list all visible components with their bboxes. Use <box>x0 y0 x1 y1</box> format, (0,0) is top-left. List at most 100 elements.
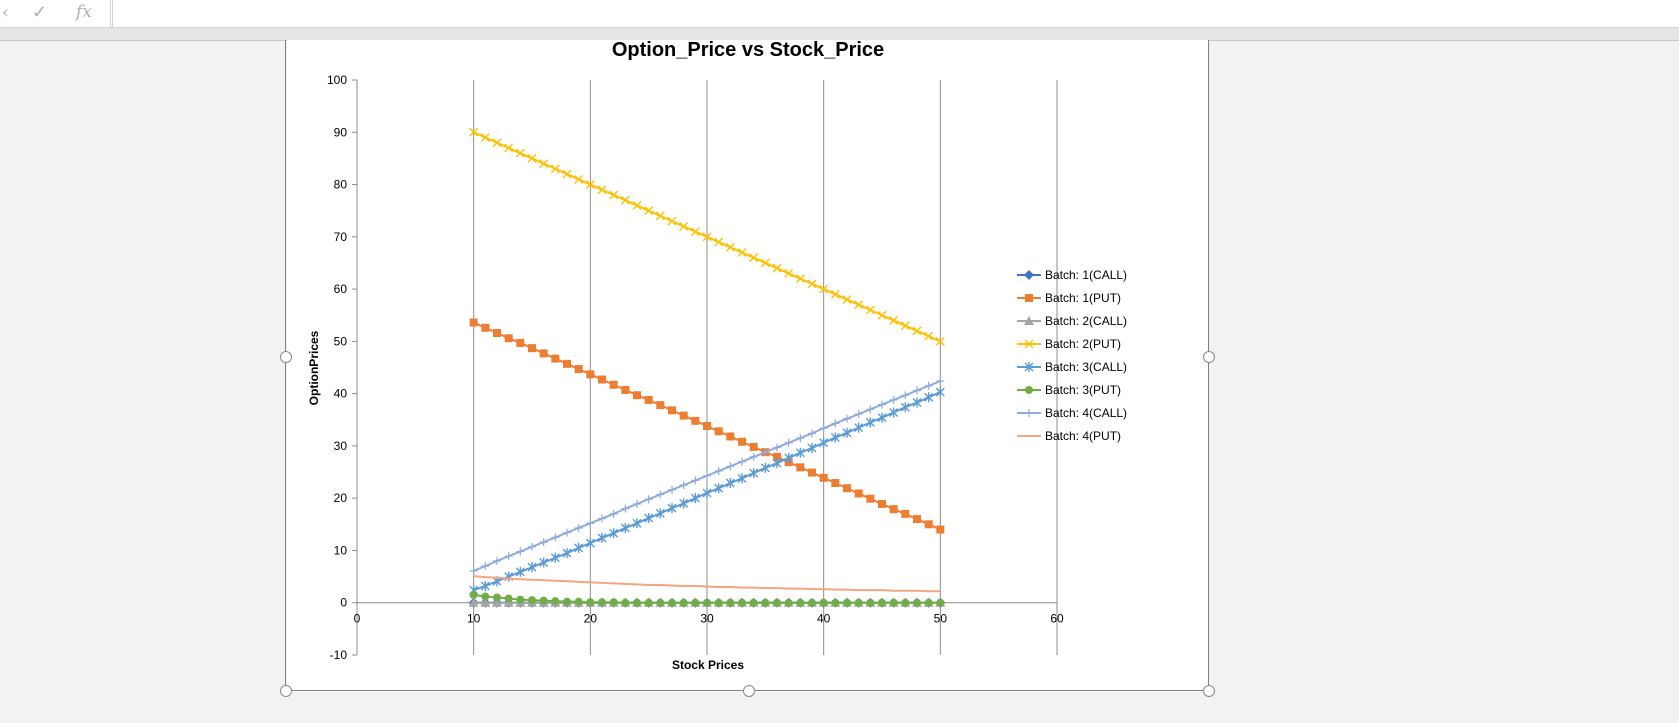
series-6[interactable] <box>469 590 945 607</box>
data-point <box>492 597 502 607</box>
data-point <box>819 598 828 607</box>
data-point <box>539 159 549 169</box>
series-4[interactable] <box>469 127 945 346</box>
formula-bar: ‹ ✓ fx <box>0 0 1679 28</box>
data-point <box>609 509 618 518</box>
data-point <box>644 513 654 524</box>
series-5[interactable] <box>469 387 945 596</box>
data-point <box>609 380 618 389</box>
data-point <box>842 427 852 438</box>
resize-handle-bottom-right[interactable] <box>1203 685 1215 697</box>
data-point <box>620 195 630 205</box>
data-point <box>515 148 525 158</box>
data-point <box>866 598 875 607</box>
data-point <box>504 334 513 343</box>
data-point <box>528 596 536 605</box>
chart-title[interactable]: Option_Price vs Stock_Price <box>612 40 884 61</box>
data-point <box>726 598 735 607</box>
data-point <box>854 410 863 419</box>
data-point <box>574 365 583 374</box>
data-point <box>773 452 781 461</box>
y-axis-title[interactable]: OptionPrices <box>307 330 321 405</box>
data-point <box>901 509 910 518</box>
axes: -10 0 10 20 30 40 50 60 70 80 90 100 0 10 20 30 40 50 60 <box>327 73 1064 662</box>
data-point <box>889 315 899 325</box>
data-point <box>585 538 595 549</box>
legend-entry[interactable]: Batch: 3(PUT) <box>1017 383 1121 397</box>
data-point <box>865 305 875 315</box>
data-point <box>831 419 840 428</box>
legend-entry[interactable]: Batch: 2(CALL) <box>1017 314 1127 328</box>
legend-marker <box>1025 409 1033 417</box>
x-axis-title[interactable]: Stock Prices <box>672 658 744 672</box>
data-point <box>749 253 759 263</box>
data-point <box>866 494 875 503</box>
data-point <box>480 581 490 591</box>
data-point <box>726 432 735 441</box>
x-tick-label: 10 <box>467 612 481 626</box>
data-point <box>667 503 677 514</box>
data-point <box>504 143 514 153</box>
data-point <box>551 533 560 542</box>
series-8[interactable] <box>473 575 941 593</box>
data-point <box>621 385 630 394</box>
data-point <box>620 522 630 533</box>
legend-entry[interactable]: Batch: 4(CALL) <box>1017 406 1127 420</box>
data-point <box>702 232 712 242</box>
fx-icon[interactable]: fx <box>76 2 92 22</box>
data-point <box>609 598 618 607</box>
data-point <box>901 391 910 400</box>
series-7[interactable] <box>469 377 945 575</box>
formula-bar-buttons: ‹ ✓ fx <box>0 0 111 27</box>
legend-entry[interactable]: Batch: 3(CALL) <box>1017 360 1127 374</box>
selection-border-left <box>285 40 286 690</box>
x-tick-label: 20 <box>584 612 598 626</box>
data-point <box>924 331 934 341</box>
resize-handle-bottom[interactable] <box>743 685 755 697</box>
data-point <box>528 542 536 551</box>
y-tick-label: 100 <box>327 73 347 87</box>
data-point <box>644 395 653 404</box>
resize-handle-left[interactable] <box>280 351 292 363</box>
data-point <box>830 289 840 299</box>
resize-handle-bottom-left[interactable] <box>280 685 292 697</box>
data-point <box>504 571 514 582</box>
data-point <box>563 528 571 537</box>
data-point <box>877 412 887 423</box>
data-point <box>808 468 816 477</box>
data-point <box>621 504 630 513</box>
data-point <box>889 395 898 404</box>
data-point <box>725 242 735 252</box>
data-point <box>714 598 723 607</box>
legend-entry[interactable]: Batch: 1(PUT) <box>1017 291 1121 305</box>
data-point <box>644 495 653 504</box>
y-tick-label: 80 <box>334 178 348 192</box>
legend-entry[interactable]: Batch: 4(PUT) <box>1017 429 1121 443</box>
chart-area[interactable]: -10 0 10 20 30 40 50 60 70 80 90 100 0 10 20 30 40 50 60 B… <box>287 40 1209 692</box>
data-point <box>784 268 794 278</box>
series-2[interactable] <box>469 318 945 534</box>
data-point <box>656 598 665 607</box>
data-point <box>656 401 665 410</box>
x-tick-label: 60 <box>1050 612 1064 626</box>
checkmark-icon[interactable]: ✓ <box>32 2 48 23</box>
legend[interactable]: Batch: 1(CALL) Batch: 1(PUT) Batch: 2(CALL… <box>1017 268 1127 443</box>
data-point <box>493 329 501 337</box>
legend-marker <box>1024 316 1034 325</box>
data-point <box>738 457 746 466</box>
data-point <box>703 422 711 431</box>
resize-handle-right[interactable] <box>1203 351 1215 363</box>
data-point <box>843 414 851 423</box>
legend-entry[interactable]: Batch: 1(CALL) <box>1017 268 1127 282</box>
data-point <box>912 397 922 408</box>
data-point <box>796 598 805 607</box>
x-tick-label: 50 <box>934 612 948 626</box>
formula-input[interactable] <box>112 0 1679 27</box>
cancel-x-icon[interactable]: ‹ <box>2 2 10 23</box>
legend-entry[interactable]: Batch: 2(PUT) <box>1017 337 1121 351</box>
data-point <box>480 133 490 142</box>
legend-marker <box>1024 362 1034 372</box>
data-point <box>633 499 641 508</box>
data-point <box>773 598 781 607</box>
data-point <box>784 438 793 447</box>
